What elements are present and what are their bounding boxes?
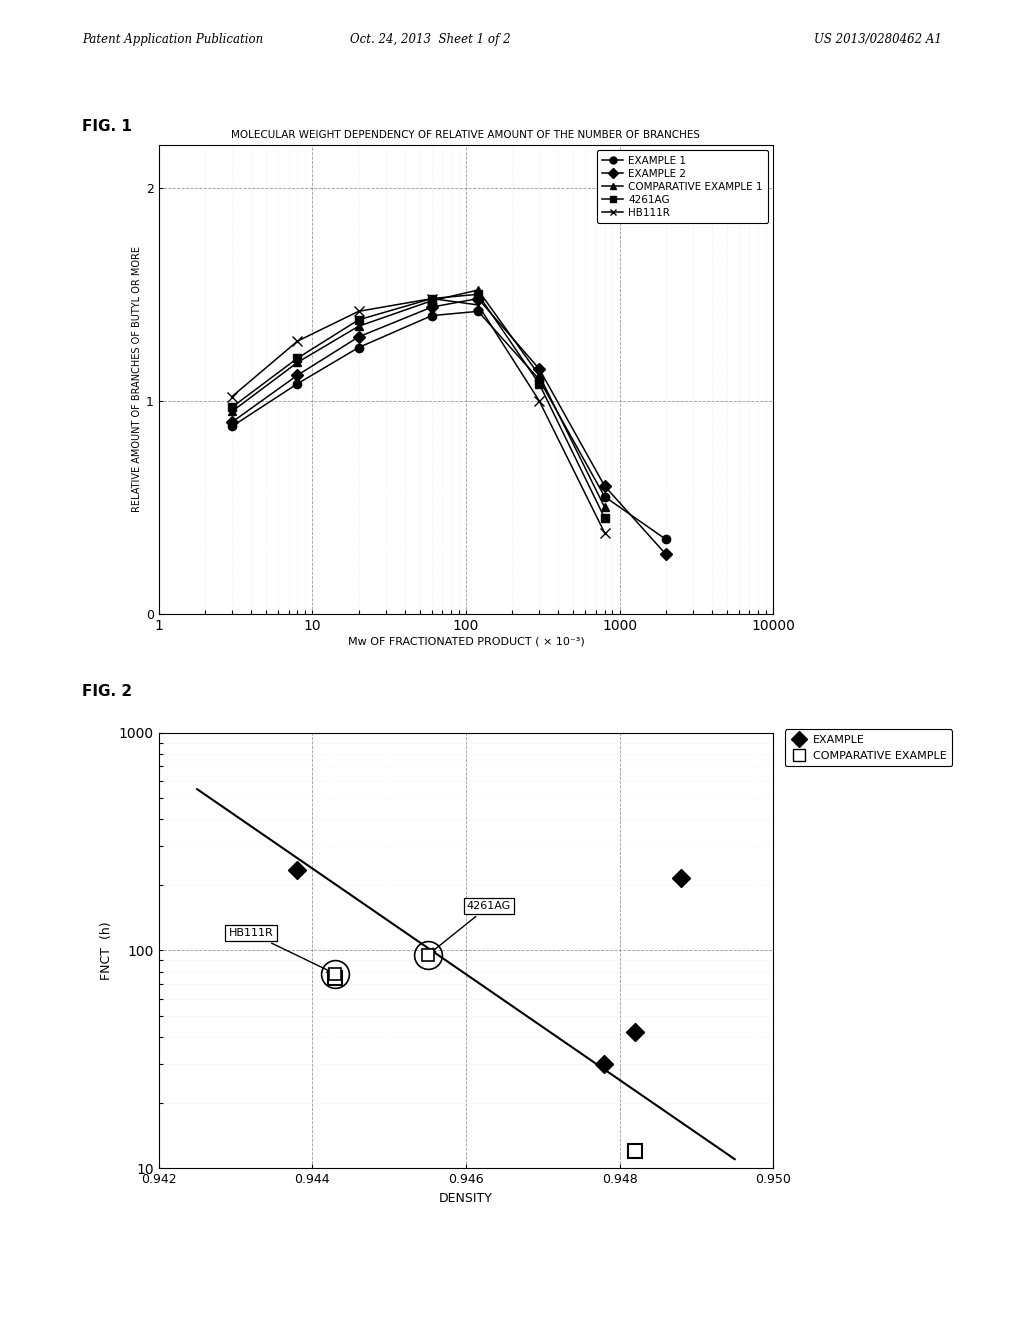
EXAMPLE 2 [426,300,438,315]
X-axis label: DENSITY: DENSITY [439,1192,493,1205]
Text: FIG. 1: FIG. 1 [82,119,132,133]
HB111R [226,388,239,404]
Text: HB111R: HB111R [228,928,332,972]
Y-axis label: FNCT  (h): FNCT (h) [100,921,114,979]
EXAMPLE 2 [352,329,365,345]
EXAMPLE 2 [472,290,484,306]
Legend: EXAMPLE, COMPARATIVE EXAMPLE: EXAMPLE, COMPARATIVE EXAMPLE [784,730,952,766]
HB111R [352,304,365,319]
EXAMPLE 1 [226,418,239,434]
HB111R [291,333,303,348]
Text: FIG. 2: FIG. 2 [82,684,132,698]
Text: US 2013/0280462 A1: US 2013/0280462 A1 [814,33,942,46]
HB111R [598,525,610,541]
Y-axis label: RELATIVE AMOUNT OF BRANCHES OF BUTYL OR MORE: RELATIVE AMOUNT OF BRANCHES OF BUTYL OR … [132,247,141,512]
COMPARATIVE EXAMPLE 1 [534,367,546,383]
COMPARATIVE EXAMPLE 1 [472,282,484,298]
EXAMPLE 2 [534,360,546,376]
4261AG [352,312,365,327]
4261AG [291,350,303,366]
Line: EXAMPLE 1: EXAMPLE 1 [227,308,670,544]
EXAMPLE 2 [659,546,672,562]
EXAMPLE 1 [472,304,484,319]
Line: 4261AG: 4261AG [227,290,609,523]
X-axis label: Mw OF FRACTIONATED PRODUCT ( × 10⁻³): Mw OF FRACTIONATED PRODUCT ( × 10⁻³) [347,636,585,647]
Line: HB111R: HB111R [227,293,609,537]
EXAMPLE 1 [426,308,438,323]
Text: 4261AG: 4261AG [431,902,511,953]
COMPARATIVE EXAMPLE 1 [226,404,239,420]
HB111R [426,290,438,306]
Legend: EXAMPLE 1, EXAMPLE 2, COMPARATIVE EXAMPLE 1, 4261AG, HB111R: EXAMPLE 1, EXAMPLE 2, COMPARATIVE EXAMPL… [597,150,768,223]
4261AG [534,376,546,392]
EXAMPLE 2 [598,478,610,494]
Text: Oct. 24, 2013  Sheet 1 of 2: Oct. 24, 2013 Sheet 1 of 2 [350,33,510,46]
COMPARATIVE EXAMPLE 1 [426,293,438,309]
Line: COMPARATIVE EXAMPLE 1: COMPARATIVE EXAMPLE 1 [227,286,609,511]
COMPARATIVE EXAMPLE 1 [352,318,365,334]
EXAMPLE 2 [226,414,239,430]
4261AG [226,399,239,414]
COMPARATIVE EXAMPLE 1 [291,355,303,371]
COMPARATIVE EXAMPLE 1 [598,499,610,515]
4261AG [598,510,610,525]
4261AG [472,286,484,302]
EXAMPLE 1 [598,488,610,504]
HB111R [472,297,484,313]
Title: MOLECULAR WEIGHT DEPENDENCY OF RELATIVE AMOUNT OF THE NUMBER OF BRANCHES: MOLECULAR WEIGHT DEPENDENCY OF RELATIVE … [231,131,700,140]
EXAMPLE 1 [352,339,365,355]
EXAMPLE 2 [291,367,303,383]
EXAMPLE 1 [534,372,546,388]
HB111R [534,393,546,409]
EXAMPLE 1 [659,532,672,548]
EXAMPLE 1 [291,376,303,392]
Line: EXAMPLE 2: EXAMPLE 2 [227,294,670,558]
Text: Patent Application Publication: Patent Application Publication [82,33,263,46]
4261AG [426,290,438,306]
